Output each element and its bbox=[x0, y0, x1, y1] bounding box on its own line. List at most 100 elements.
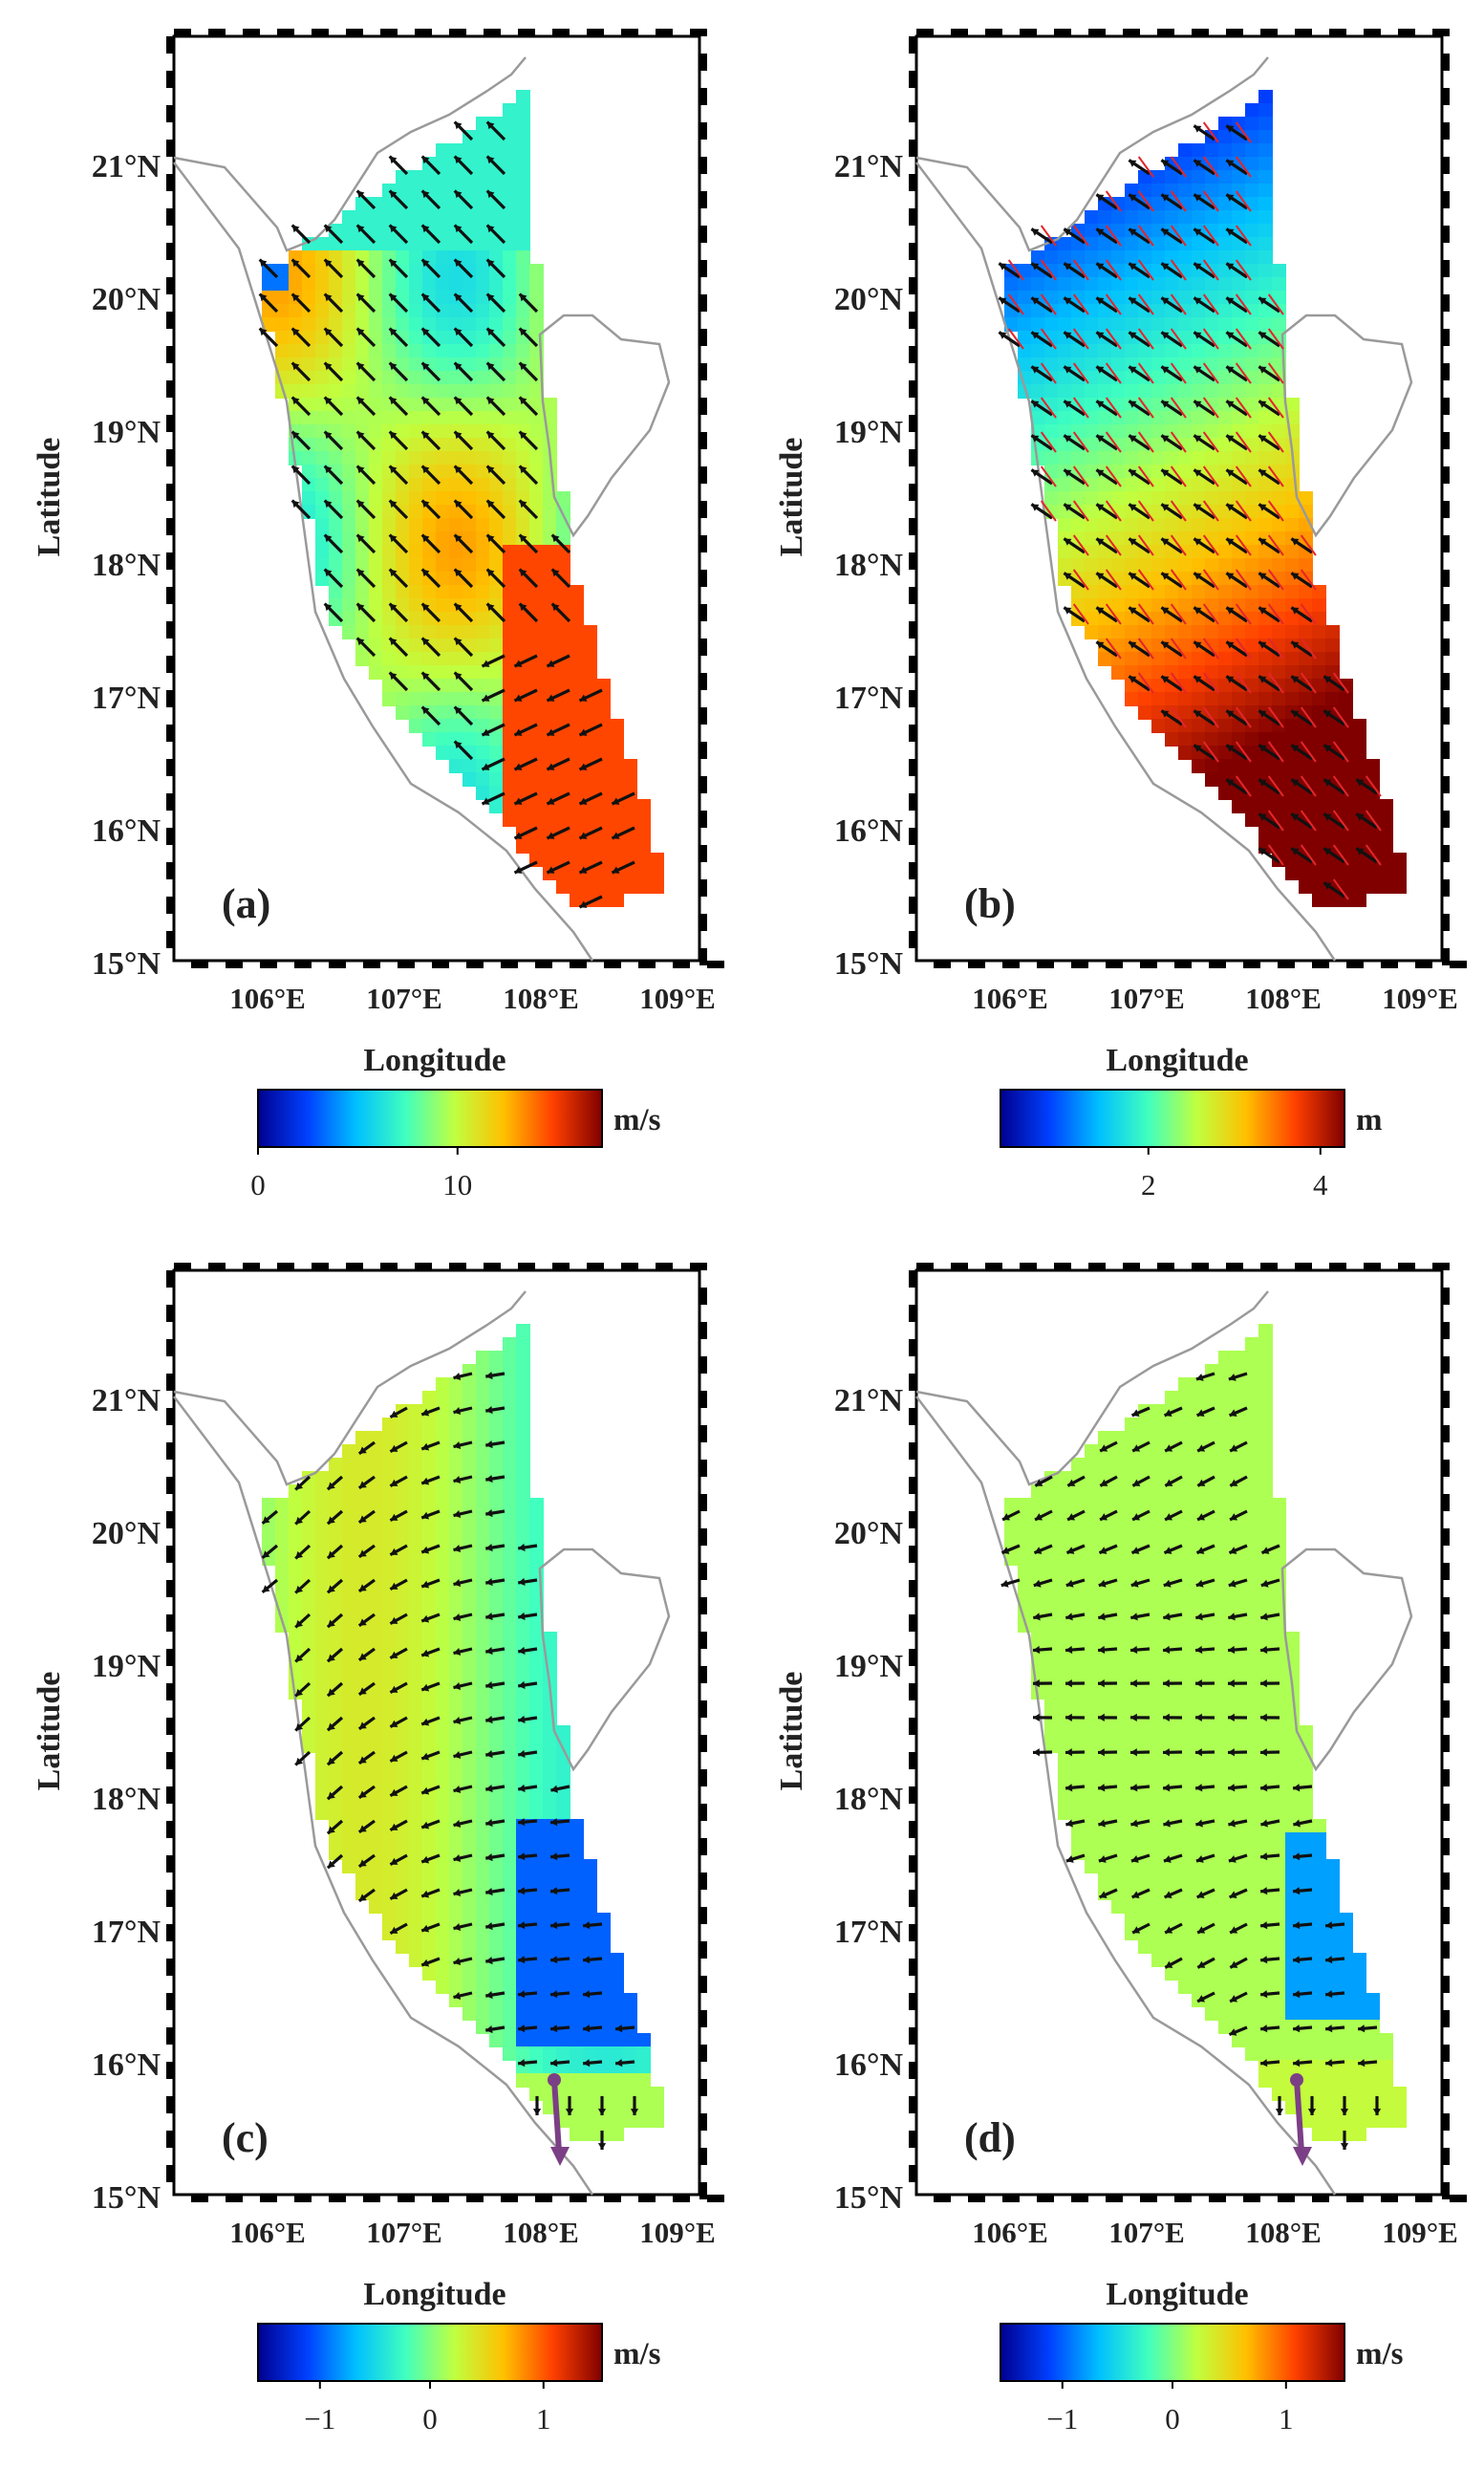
frame-tick bbox=[909, 2027, 916, 2045]
frame-tick bbox=[909, 759, 916, 776]
frame-tick bbox=[699, 1356, 707, 1374]
frame-tick bbox=[909, 208, 916, 226]
frame-tick bbox=[916, 1263, 934, 1270]
frame-tick bbox=[1442, 604, 1450, 621]
frame-tick bbox=[909, 312, 916, 329]
frame-tick bbox=[909, 484, 916, 501]
frame-tick bbox=[699, 226, 707, 243]
reference-arrow-head bbox=[550, 2147, 570, 2166]
lon-tick-label: 109°E bbox=[1382, 2216, 1458, 2249]
frame-tick bbox=[166, 1614, 174, 1632]
frame-tick bbox=[166, 1959, 174, 1976]
frame-tick bbox=[1442, 191, 1450, 208]
frame-tick bbox=[1442, 1941, 1450, 1959]
map-b: (b) 21°N 20°N 19°N 18°N 17°N 16°N 15°N 106°E 107°… bbox=[774, 29, 1467, 1202]
lat-tick-label: 15°N bbox=[834, 946, 904, 982]
frame-tick bbox=[166, 1993, 174, 2010]
frame-tick bbox=[909, 105, 916, 122]
frame-tick bbox=[1442, 570, 1450, 587]
frame-tick bbox=[604, 961, 621, 968]
frame-tick bbox=[699, 432, 707, 449]
colorbar-tick-label: 4 bbox=[1313, 1168, 1328, 1202]
frame-tick bbox=[329, 2195, 346, 2202]
frame-tick bbox=[1442, 1528, 1450, 1546]
colorbar-unit: m/s bbox=[613, 2337, 661, 2371]
frame-tick bbox=[166, 174, 174, 191]
frame-tick bbox=[909, 552, 916, 570]
colorbar-tick-label: −1 bbox=[304, 2402, 335, 2436]
panel-label: (d) bbox=[964, 2114, 1016, 2161]
frame-tick bbox=[166, 587, 174, 604]
frame-tick bbox=[699, 2079, 707, 2096]
frame-tick bbox=[398, 2195, 415, 2202]
frame-tick bbox=[191, 961, 208, 968]
colorbar-tick-label: 0 bbox=[1165, 2402, 1180, 2436]
coastline bbox=[173, 1290, 527, 1486]
frame-tick bbox=[1442, 2079, 1450, 2096]
frame-tick bbox=[699, 329, 707, 346]
frame-tick bbox=[699, 811, 707, 828]
frame-tick bbox=[1226, 29, 1243, 36]
frame-tick bbox=[552, 1263, 570, 1270]
frame-tick bbox=[699, 191, 707, 208]
frame-tick bbox=[1002, 961, 1020, 968]
frame-tick bbox=[166, 1821, 174, 1838]
frame-tick bbox=[909, 449, 916, 466]
vector-arrows bbox=[261, 1371, 639, 2151]
frame-tick bbox=[699, 1460, 707, 1477]
frame-tick bbox=[166, 690, 174, 707]
frame-tick bbox=[1054, 29, 1071, 36]
frame-tick bbox=[985, 1263, 1002, 1270]
lon-tick-label: 106°E bbox=[229, 2216, 306, 2249]
frame-tick bbox=[166, 1442, 174, 1460]
frame-tick bbox=[398, 961, 415, 968]
frame-tick bbox=[699, 363, 707, 380]
frame-tick bbox=[699, 1322, 707, 1339]
frame-tick bbox=[166, 552, 174, 570]
frame-tick bbox=[166, 1855, 174, 1873]
frame-tick bbox=[909, 1924, 916, 1941]
frame-tick bbox=[294, 2195, 312, 2202]
frame-tick bbox=[1442, 1700, 1450, 1718]
frame-tick bbox=[166, 1752, 174, 1769]
frame-tick bbox=[501, 2195, 518, 2202]
frame-tick bbox=[699, 1804, 707, 1821]
frame-tick bbox=[1157, 1263, 1174, 1270]
frame-tick bbox=[363, 961, 380, 968]
frame-tick bbox=[909, 1270, 916, 1288]
lat-tick-label: 21°N bbox=[92, 1383, 161, 1418]
frame-tick bbox=[621, 1263, 638, 1270]
lon-tick-label: 109°E bbox=[639, 982, 716, 1015]
lat-tick-label: 20°N bbox=[834, 1516, 904, 1551]
colorbar bbox=[1000, 2323, 1345, 2382]
lat-tick-label: 16°N bbox=[834, 2047, 904, 2083]
frame-tick bbox=[1442, 879, 1450, 897]
frame-tick bbox=[909, 1442, 916, 1460]
lon-tick-label: 107°E bbox=[366, 982, 442, 1015]
frame-tick bbox=[656, 29, 673, 36]
frame-tick bbox=[166, 415, 174, 432]
frame-tick bbox=[1140, 961, 1157, 968]
panel-d: (d) 21°N 20°N 19°N 18°N 17°N 16°N 15°N 106°E 107°… bbox=[742, 1234, 1484, 2468]
frame-tick bbox=[909, 1821, 916, 1838]
frame-tick bbox=[449, 1263, 466, 1270]
frame-tick bbox=[415, 1263, 432, 1270]
frame-tick bbox=[909, 1477, 916, 1494]
frame-tick bbox=[1442, 432, 1450, 449]
frame-tick bbox=[415, 29, 432, 36]
frame-tick bbox=[1174, 2195, 1192, 2202]
colorbar bbox=[257, 1089, 603, 1148]
frame-tick bbox=[1450, 961, 1467, 968]
frame-tick bbox=[909, 2062, 916, 2079]
colorbar-unit: m bbox=[1356, 1103, 1383, 1137]
frame-tick bbox=[1442, 466, 1450, 484]
frame-tick bbox=[1278, 2195, 1295, 2202]
frame-tick bbox=[1054, 1263, 1071, 1270]
frame-tick bbox=[166, 36, 174, 54]
frame-tick bbox=[1442, 1769, 1450, 1786]
frame-tick bbox=[1442, 1425, 1450, 1442]
frame-tick bbox=[432, 961, 449, 968]
lat-tick-label: 15°N bbox=[834, 2180, 904, 2216]
reference-arrow bbox=[551, 2079, 562, 2153]
frame-tick bbox=[1106, 961, 1123, 968]
